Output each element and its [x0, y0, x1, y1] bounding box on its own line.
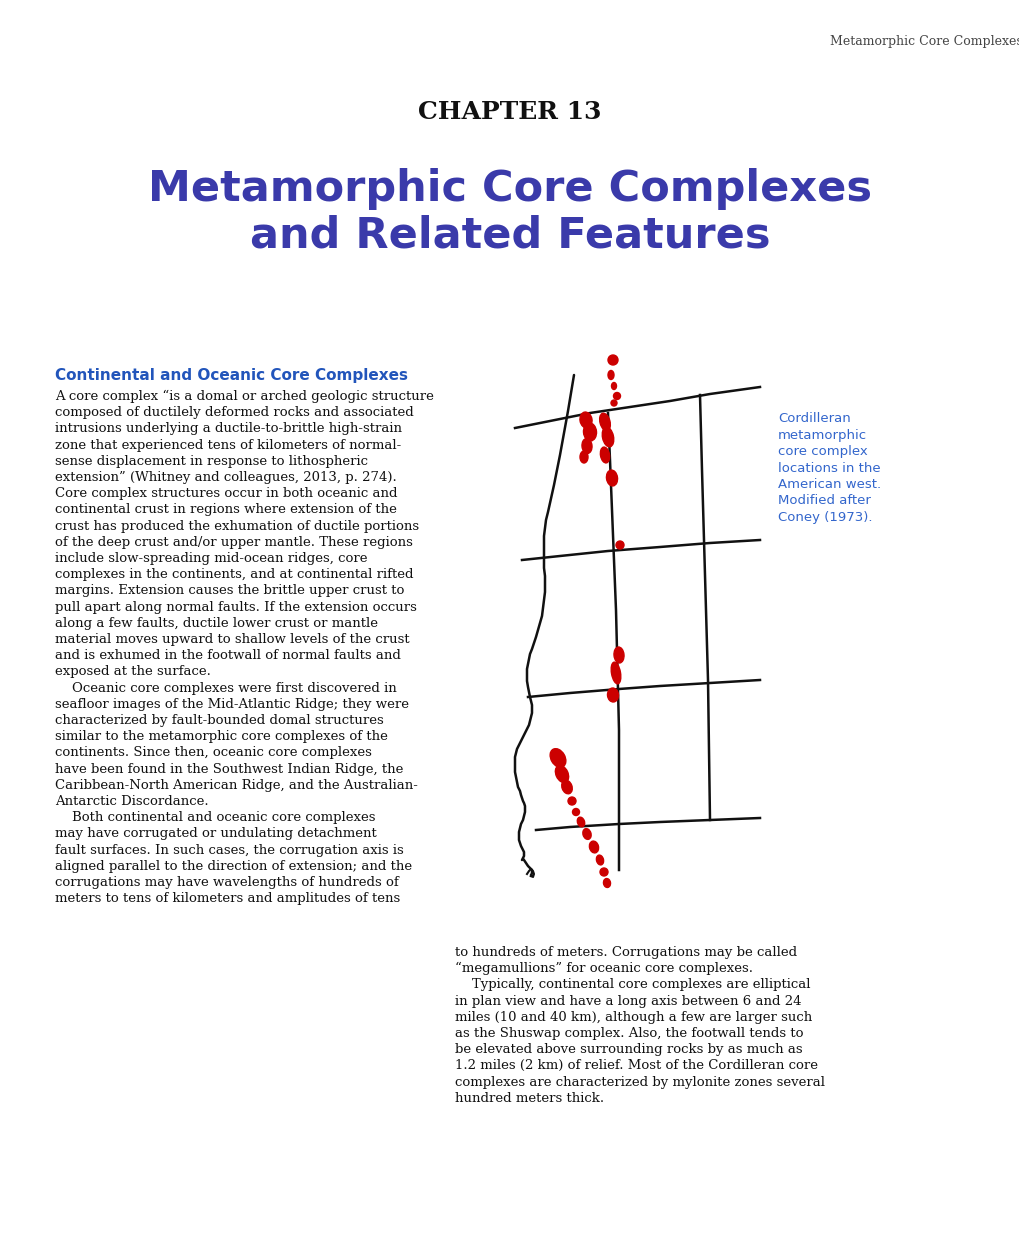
- Ellipse shape: [607, 688, 618, 701]
- Text: aligned parallel to the direction of extension; and the: aligned parallel to the direction of ext…: [55, 860, 412, 872]
- Text: have been found in the Southwest Indian Ridge, the: have been found in the Southwest Indian …: [55, 763, 403, 775]
- Circle shape: [610, 400, 616, 406]
- Text: meters to tens of kilometers and amplitudes of tens: meters to tens of kilometers and amplitu…: [55, 892, 399, 905]
- Ellipse shape: [583, 422, 596, 441]
- Text: corrugations may have wavelengths of hundreds of: corrugations may have wavelengths of hun…: [55, 876, 398, 888]
- Text: miles (10 and 40 km), although a few are larger such: miles (10 and 40 km), although a few are…: [454, 1011, 811, 1024]
- Text: may have corrugated or undulating detachment: may have corrugated or undulating detach…: [55, 827, 376, 840]
- Ellipse shape: [577, 817, 584, 827]
- Text: complexes are characterized by mylonite zones several: complexes are characterized by mylonite …: [454, 1075, 824, 1089]
- Text: Caribbean-North American Ridge, and the Australian-: Caribbean-North American Ridge, and the …: [55, 779, 418, 791]
- Ellipse shape: [601, 427, 613, 447]
- Text: exposed at the surface.: exposed at the surface.: [55, 665, 211, 678]
- Ellipse shape: [606, 470, 616, 486]
- Ellipse shape: [589, 841, 598, 854]
- Text: Metamorphic Core Complexes   173: Metamorphic Core Complexes 173: [829, 35, 1019, 49]
- Text: Antarctic Discordance.: Antarctic Discordance.: [55, 795, 209, 807]
- Ellipse shape: [549, 749, 566, 768]
- Ellipse shape: [600, 447, 609, 464]
- Text: include slow-spreading mid-ocean ridges, core: include slow-spreading mid-ocean ridges,…: [55, 552, 367, 564]
- Text: sense displacement in response to lithospheric: sense displacement in response to lithos…: [55, 455, 368, 467]
- Text: complexes in the continents, and at continental rifted: complexes in the continents, and at cont…: [55, 568, 413, 581]
- Text: seafloor images of the Mid-Atlantic Ridge; they were: seafloor images of the Mid-Atlantic Ridg…: [55, 698, 409, 710]
- Text: margins. Extension causes the brittle upper crust to: margins. Extension causes the brittle up…: [55, 584, 404, 597]
- Ellipse shape: [554, 765, 568, 782]
- Circle shape: [607, 355, 618, 365]
- Text: material moves upward to shallow levels of the crust: material moves upward to shallow levels …: [55, 633, 410, 645]
- Text: hundred meters thick.: hundred meters thick.: [454, 1091, 603, 1105]
- Text: be elevated above surrounding rocks by as much as: be elevated above surrounding rocks by a…: [454, 1043, 802, 1057]
- Ellipse shape: [580, 451, 587, 464]
- Text: CHAPTER 13: CHAPTER 13: [418, 100, 601, 125]
- Text: and is exhumed in the footwall of normal faults and: and is exhumed in the footwall of normal…: [55, 649, 400, 662]
- Text: characterized by fault-bounded domal structures: characterized by fault-bounded domal str…: [55, 714, 383, 726]
- Text: continental crust in regions where extension of the: continental crust in regions where exten…: [55, 503, 396, 516]
- Text: A core complex “is a domal or arched geologic structure: A core complex “is a domal or arched geo…: [55, 390, 433, 404]
- Text: composed of ductilely deformed rocks and associated: composed of ductilely deformed rocks and…: [55, 406, 414, 419]
- Circle shape: [615, 541, 624, 549]
- Ellipse shape: [599, 414, 609, 431]
- Text: similar to the metamorphic core complexes of the: similar to the metamorphic core complexe…: [55, 730, 387, 743]
- Ellipse shape: [610, 662, 621, 684]
- Text: Core complex structures occur in both oceanic and: Core complex structures occur in both oc…: [55, 487, 397, 500]
- Text: Modified after: Modified after: [777, 495, 870, 507]
- Text: along a few faults, ductile lower crust or mantle: along a few faults, ductile lower crust …: [55, 617, 378, 629]
- Text: to hundreds of meters. Corrugations may be called: to hundreds of meters. Corrugations may …: [454, 946, 796, 959]
- Text: in plan view and have a long axis between 6 and 24: in plan view and have a long axis betwee…: [454, 994, 801, 1008]
- Text: intrusions underlying a ductile-to-brittle high-strain: intrusions underlying a ductile-to-britt…: [55, 422, 401, 435]
- Text: of the deep crust and/or upper mantle. These regions: of the deep crust and/or upper mantle. T…: [55, 536, 413, 548]
- Text: and Related Features: and Related Features: [250, 216, 769, 257]
- Circle shape: [568, 797, 576, 805]
- Circle shape: [572, 809, 579, 815]
- Ellipse shape: [607, 370, 613, 380]
- Text: extension” (Whitney and colleagues, 2013, p. 274).: extension” (Whitney and colleagues, 2013…: [55, 471, 396, 483]
- Text: Both continental and oceanic core complexes: Both continental and oceanic core comple…: [55, 811, 375, 824]
- Ellipse shape: [561, 780, 572, 794]
- Text: locations in the: locations in the: [777, 461, 879, 475]
- Circle shape: [599, 868, 607, 876]
- Text: 1.2 miles (2 km) of relief. Most of the Cordilleran core: 1.2 miles (2 km) of relief. Most of the …: [454, 1059, 817, 1073]
- Ellipse shape: [613, 647, 624, 663]
- Circle shape: [612, 392, 620, 400]
- Text: metamorphic: metamorphic: [777, 429, 866, 441]
- Ellipse shape: [580, 412, 591, 427]
- Text: Oceanic core complexes were first discovered in: Oceanic core complexes were first discov…: [55, 682, 396, 694]
- Text: zone that experienced tens of kilometers of normal-: zone that experienced tens of kilometers…: [55, 439, 400, 451]
- Text: crust has produced the exhumation of ductile portions: crust has produced the exhumation of duc…: [55, 520, 419, 532]
- Text: core complex: core complex: [777, 445, 867, 459]
- Text: Continental and Oceanic Core Complexes: Continental and Oceanic Core Complexes: [55, 368, 408, 383]
- Ellipse shape: [596, 855, 603, 865]
- Text: pull apart along normal faults. If the extension occurs: pull apart along normal faults. If the e…: [55, 601, 417, 613]
- Ellipse shape: [582, 439, 591, 454]
- Text: as the Shuswap complex. Also, the footwall tends to: as the Shuswap complex. Also, the footwa…: [454, 1027, 803, 1040]
- Ellipse shape: [611, 383, 615, 390]
- Text: Cordilleran: Cordilleran: [777, 412, 850, 425]
- Text: American west.: American west.: [777, 478, 880, 491]
- Text: Metamorphic Core Complexes: Metamorphic Core Complexes: [148, 168, 871, 211]
- Text: Coney (1973).: Coney (1973).: [777, 511, 871, 525]
- Ellipse shape: [582, 829, 591, 840]
- Text: “megamullions” for oceanic core complexes.: “megamullions” for oceanic core complexe…: [454, 962, 752, 976]
- Text: Typically, continental core complexes are elliptical: Typically, continental core complexes ar…: [454, 978, 810, 992]
- Ellipse shape: [603, 878, 610, 887]
- Text: fault surfaces. In such cases, the corrugation axis is: fault surfaces. In such cases, the corru…: [55, 844, 404, 856]
- Text: continents. Since then, oceanic core complexes: continents. Since then, oceanic core com…: [55, 746, 372, 759]
